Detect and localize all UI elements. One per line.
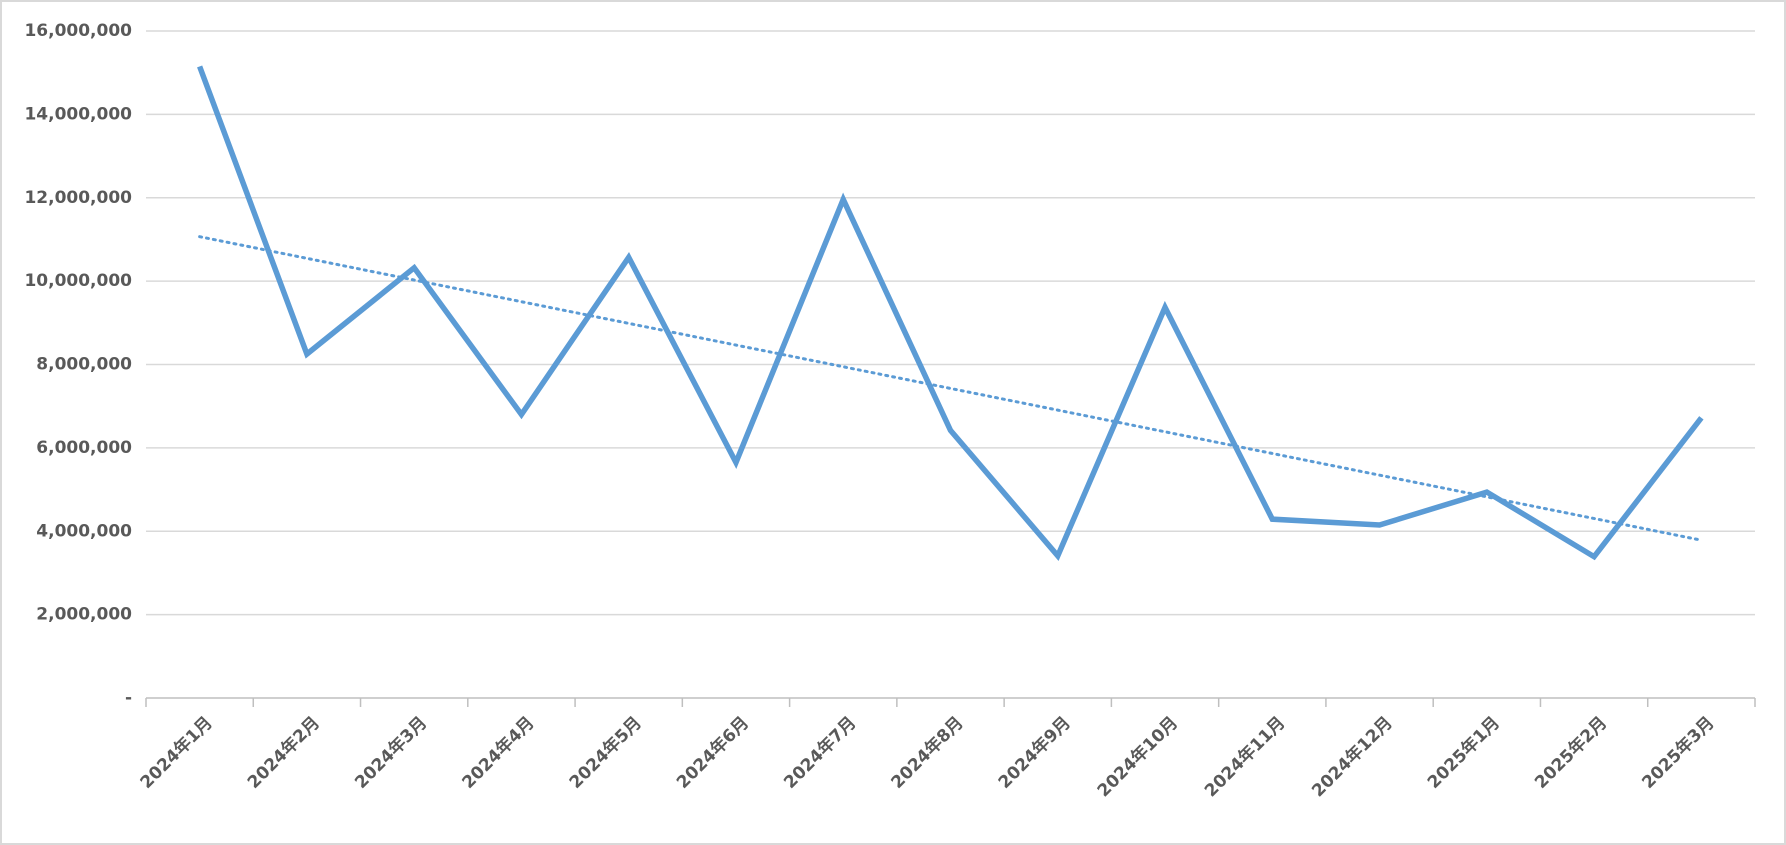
y-tick-label: - xyxy=(125,688,132,708)
y-tick-label: 2,000,000 xyxy=(36,605,132,625)
trendline xyxy=(198,235,1703,542)
y-tick-label: 16,000,000 xyxy=(24,21,132,41)
y-tick-label: 10,000,000 xyxy=(24,271,132,291)
data-line xyxy=(197,65,1704,561)
y-tick-label: 8,000,000 xyxy=(36,355,132,375)
y-tick-label: 14,000,000 xyxy=(24,104,132,124)
y-tick-label: 12,000,000 xyxy=(24,188,132,208)
y-tick-label: 4,000,000 xyxy=(36,521,132,541)
y-tick-label: 6,000,000 xyxy=(36,438,132,458)
